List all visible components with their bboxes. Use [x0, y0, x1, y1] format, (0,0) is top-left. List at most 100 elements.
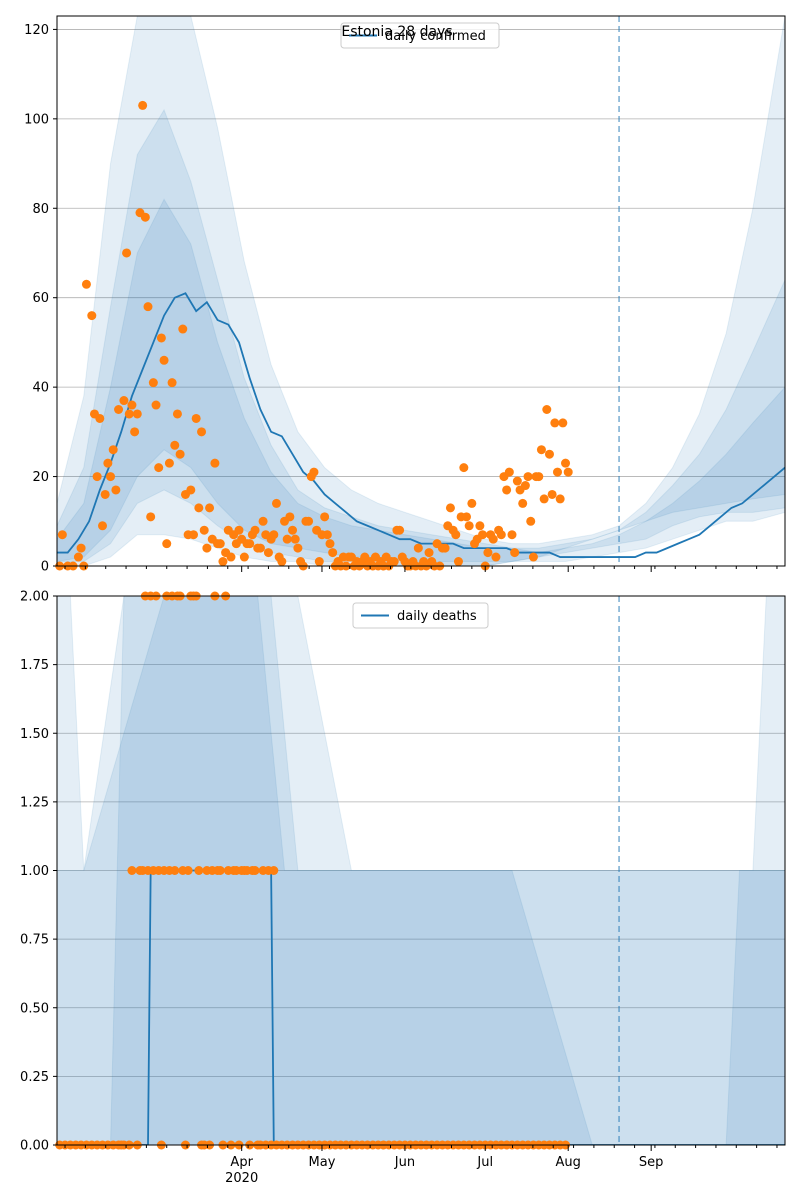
data-point	[156, 333, 166, 343]
y-tick-label: 1.50	[20, 727, 49, 742]
data-point	[167, 378, 177, 388]
data-point	[164, 458, 174, 468]
uncertainty-band	[57, 596, 785, 1145]
data-point	[103, 458, 113, 468]
data-point	[170, 440, 180, 450]
data-point	[309, 467, 319, 477]
data-point	[127, 866, 137, 875]
data-point	[194, 866, 204, 875]
uncertainty-band	[57, 596, 785, 1145]
data-point	[271, 498, 281, 508]
data-point	[285, 512, 295, 522]
data-point	[553, 467, 562, 477]
data-point	[288, 525, 298, 535]
y-tick-label: 100	[24, 112, 49, 127]
data-point	[146, 512, 156, 522]
data-point	[189, 530, 198, 540]
data-point	[491, 552, 501, 562]
data-point	[462, 512, 471, 522]
x-tick-label: Sep	[639, 1155, 664, 1170]
data-point	[226, 552, 236, 562]
data-point	[526, 516, 536, 526]
data-point	[314, 557, 324, 567]
x-tick-label: May	[309, 1155, 336, 1170]
data-point	[218, 557, 228, 567]
data-point	[459, 463, 469, 473]
y-tick-label: 0.00	[20, 1139, 49, 1154]
data-point	[464, 521, 474, 531]
data-point	[98, 521, 107, 531]
data-point	[172, 409, 182, 419]
x-tick-label: Apr	[230, 1155, 253, 1170]
data-point	[197, 427, 207, 437]
data-point	[154, 463, 164, 473]
data-point	[322, 530, 332, 540]
y-tick-label: 80	[32, 202, 49, 217]
data-point	[215, 539, 225, 549]
data-point	[467, 498, 477, 508]
data-point	[162, 539, 172, 549]
data-point	[140, 212, 150, 222]
data-point	[205, 503, 215, 513]
data-point	[175, 449, 185, 459]
data-point	[194, 503, 204, 513]
data-point	[202, 543, 212, 553]
data-point	[239, 552, 249, 562]
data-point	[108, 445, 118, 455]
data-point	[106, 472, 116, 482]
data-point	[440, 543, 450, 553]
data-point	[528, 552, 538, 562]
data-point	[542, 404, 552, 414]
data-point	[510, 548, 520, 558]
deaths-panel: 0.00 0.25 0.50 0.75 1.00 1.25 1.50 1.75 2.00 Apr M…	[20, 590, 786, 1186]
data-point	[512, 476, 522, 486]
data-point	[539, 494, 549, 504]
data-point	[255, 543, 265, 553]
legend: daily confirmed	[340, 22, 500, 49]
y-tick-label: 0.25	[20, 1070, 49, 1085]
chart-title: Estonia 28 days	[341, 24, 452, 40]
data-point	[496, 530, 506, 540]
data-point	[293, 543, 303, 553]
x-tick-label: Jun	[394, 1155, 415, 1170]
data-point	[76, 543, 86, 553]
data-point	[191, 413, 201, 423]
data-point	[114, 404, 124, 414]
data-point	[81, 279, 91, 289]
data-point	[95, 413, 105, 423]
data-point	[282, 534, 292, 544]
data-point	[563, 467, 573, 477]
data-point	[111, 485, 121, 495]
data-point	[320, 512, 330, 522]
data-point	[395, 525, 405, 535]
x-year-label: 2020	[225, 1171, 258, 1186]
data-point	[475, 521, 485, 531]
y-tick-label: 0.50	[20, 1001, 49, 1016]
legend-label: daily confirmed	[385, 29, 486, 44]
data-point	[328, 548, 338, 558]
data-point	[234, 525, 244, 535]
data-point	[534, 472, 544, 482]
data-point	[277, 557, 287, 567]
legend-box	[340, 22, 500, 49]
uncertainty-band	[57, 596, 785, 1145]
data-point	[119, 396, 129, 406]
y-tick-label: 40	[32, 381, 49, 396]
data-point	[558, 418, 568, 428]
data-point	[488, 534, 498, 544]
confirmed-panel: 0 20 40 60 80 100 120 daily confirmed	[24, 15, 786, 575]
data-point	[178, 324, 188, 334]
y-tick-label: 0.75	[20, 933, 49, 948]
data-point	[183, 866, 193, 875]
data-point	[127, 400, 137, 410]
data-point	[130, 427, 140, 437]
legend-box	[352, 602, 489, 629]
y-tick-label: 0	[41, 560, 49, 575]
data-point	[87, 311, 97, 321]
data-point	[250, 866, 260, 875]
data-point	[389, 557, 399, 567]
data-point	[269, 866, 279, 875]
data-point	[159, 355, 169, 365]
y-tick-label: 1.25	[20, 795, 49, 810]
data-point	[138, 100, 148, 110]
